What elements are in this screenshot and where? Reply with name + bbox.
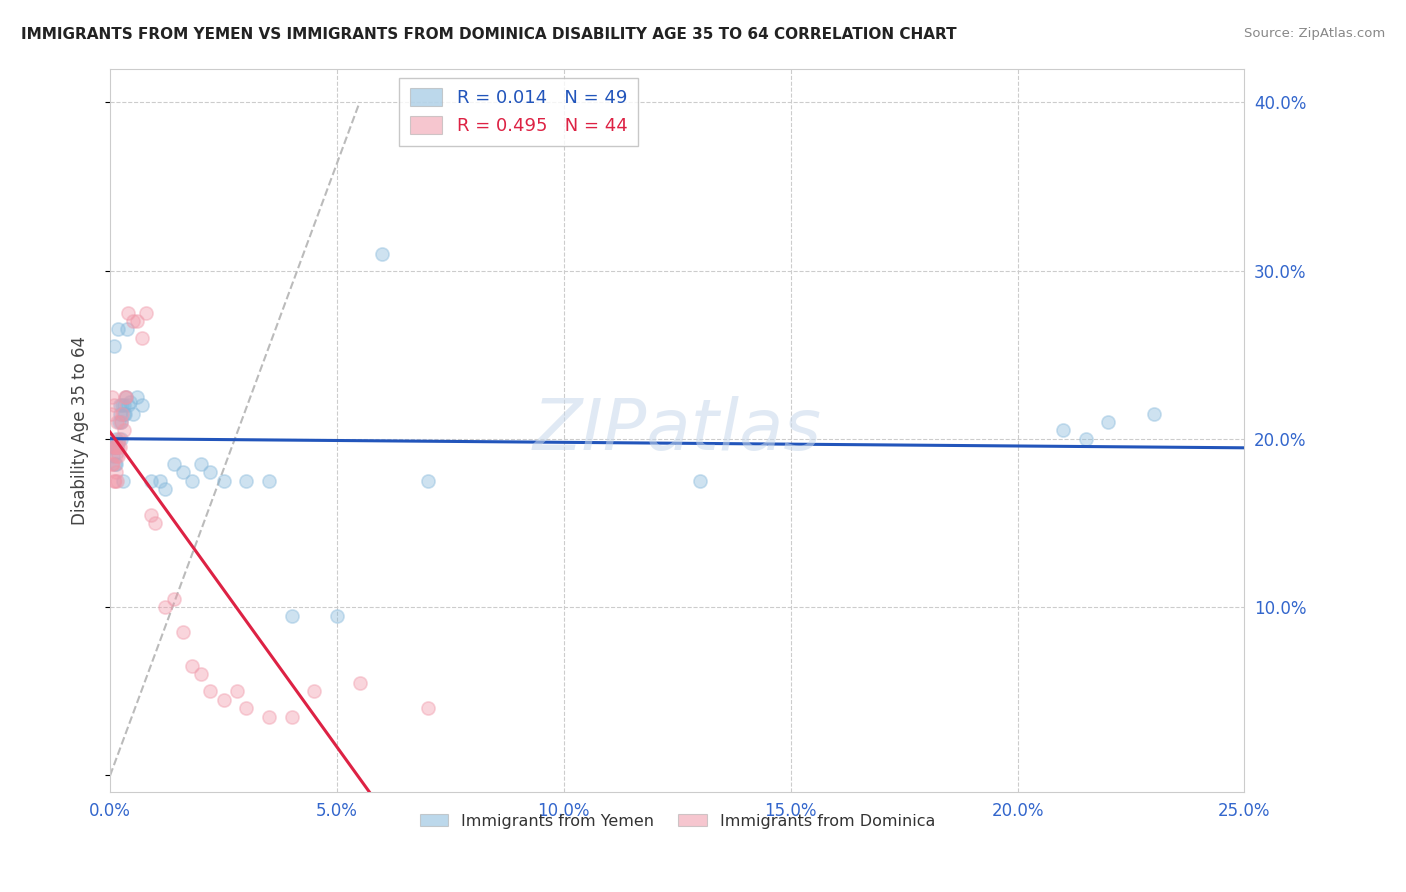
Point — [416, 701, 439, 715]
Point — [162, 591, 184, 606]
Point — [115, 390, 138, 404]
Point — [153, 483, 176, 497]
Point — [104, 457, 127, 471]
Y-axis label: Disability Age 35 to 64: Disability Age 35 to 64 — [72, 336, 89, 524]
Point — [112, 424, 135, 438]
Point — [103, 474, 125, 488]
Point — [1143, 407, 1166, 421]
Point — [104, 440, 127, 454]
Point — [110, 415, 132, 429]
Point — [103, 457, 125, 471]
Point — [212, 692, 235, 706]
Point — [104, 440, 127, 454]
Point — [107, 449, 129, 463]
Point — [115, 390, 138, 404]
Point — [117, 322, 139, 336]
Point — [101, 440, 124, 454]
Point — [101, 457, 124, 471]
Point — [145, 516, 167, 530]
Point — [100, 407, 122, 421]
Point — [190, 457, 212, 471]
Point — [117, 398, 139, 412]
Point — [108, 398, 131, 412]
Point — [1074, 432, 1097, 446]
Point — [135, 305, 157, 319]
Point — [226, 684, 249, 698]
Point — [114, 390, 136, 404]
Point — [127, 314, 149, 328]
Point — [198, 466, 221, 480]
Point — [139, 474, 162, 488]
Point — [110, 415, 132, 429]
Point — [120, 394, 142, 409]
Point — [235, 474, 257, 488]
Point — [101, 440, 124, 454]
Point — [108, 407, 131, 421]
Point — [257, 474, 280, 488]
Point — [114, 407, 136, 421]
Legend: Immigrants from Yemen, Immigrants from Dominica: Immigrants from Yemen, Immigrants from D… — [413, 807, 942, 835]
Point — [162, 457, 184, 471]
Point — [326, 608, 349, 623]
Point — [105, 457, 128, 471]
Point — [153, 600, 176, 615]
Text: ZIPatlas: ZIPatlas — [533, 396, 821, 465]
Point — [371, 246, 394, 260]
Point — [101, 390, 124, 404]
Point — [108, 415, 131, 429]
Point — [131, 398, 153, 412]
Point — [107, 322, 129, 336]
Point — [103, 440, 125, 454]
Point — [111, 398, 134, 412]
Point — [112, 407, 135, 421]
Point — [104, 432, 127, 446]
Point — [172, 466, 194, 480]
Point — [104, 474, 127, 488]
Point — [190, 667, 212, 681]
Point — [104, 449, 127, 463]
Point — [1052, 424, 1074, 438]
Point — [212, 474, 235, 488]
Point — [416, 474, 439, 488]
Point — [105, 445, 128, 459]
Point — [108, 432, 131, 446]
Point — [172, 625, 194, 640]
Point — [107, 435, 129, 450]
Point — [1097, 415, 1119, 429]
Point — [108, 440, 131, 454]
Point — [139, 508, 162, 522]
Point — [689, 474, 711, 488]
Point — [304, 684, 326, 698]
Point — [104, 440, 127, 454]
Point — [349, 676, 371, 690]
Point — [280, 709, 302, 723]
Point — [112, 398, 135, 412]
Text: IMMIGRANTS FROM YEMEN VS IMMIGRANTS FROM DOMINICA DISABILITY AGE 35 TO 64 CORREL: IMMIGRANTS FROM YEMEN VS IMMIGRANTS FROM… — [21, 27, 956, 42]
Point — [105, 440, 128, 454]
Point — [107, 440, 129, 454]
Point — [121, 314, 143, 328]
Point — [121, 407, 143, 421]
Point — [235, 701, 257, 715]
Point — [149, 474, 172, 488]
Point — [111, 474, 134, 488]
Text: Source: ZipAtlas.com: Source: ZipAtlas.com — [1244, 27, 1385, 40]
Point — [280, 608, 302, 623]
Point — [117, 305, 139, 319]
Point — [105, 466, 128, 480]
Point — [257, 709, 280, 723]
Point — [103, 339, 125, 353]
Point — [110, 432, 132, 446]
Point — [111, 407, 134, 421]
Point — [180, 659, 202, 673]
Point — [127, 390, 149, 404]
Point — [131, 331, 153, 345]
Point — [105, 415, 128, 429]
Point — [180, 474, 202, 488]
Point — [103, 398, 125, 412]
Point — [103, 449, 125, 463]
Point — [198, 684, 221, 698]
Point — [105, 474, 128, 488]
